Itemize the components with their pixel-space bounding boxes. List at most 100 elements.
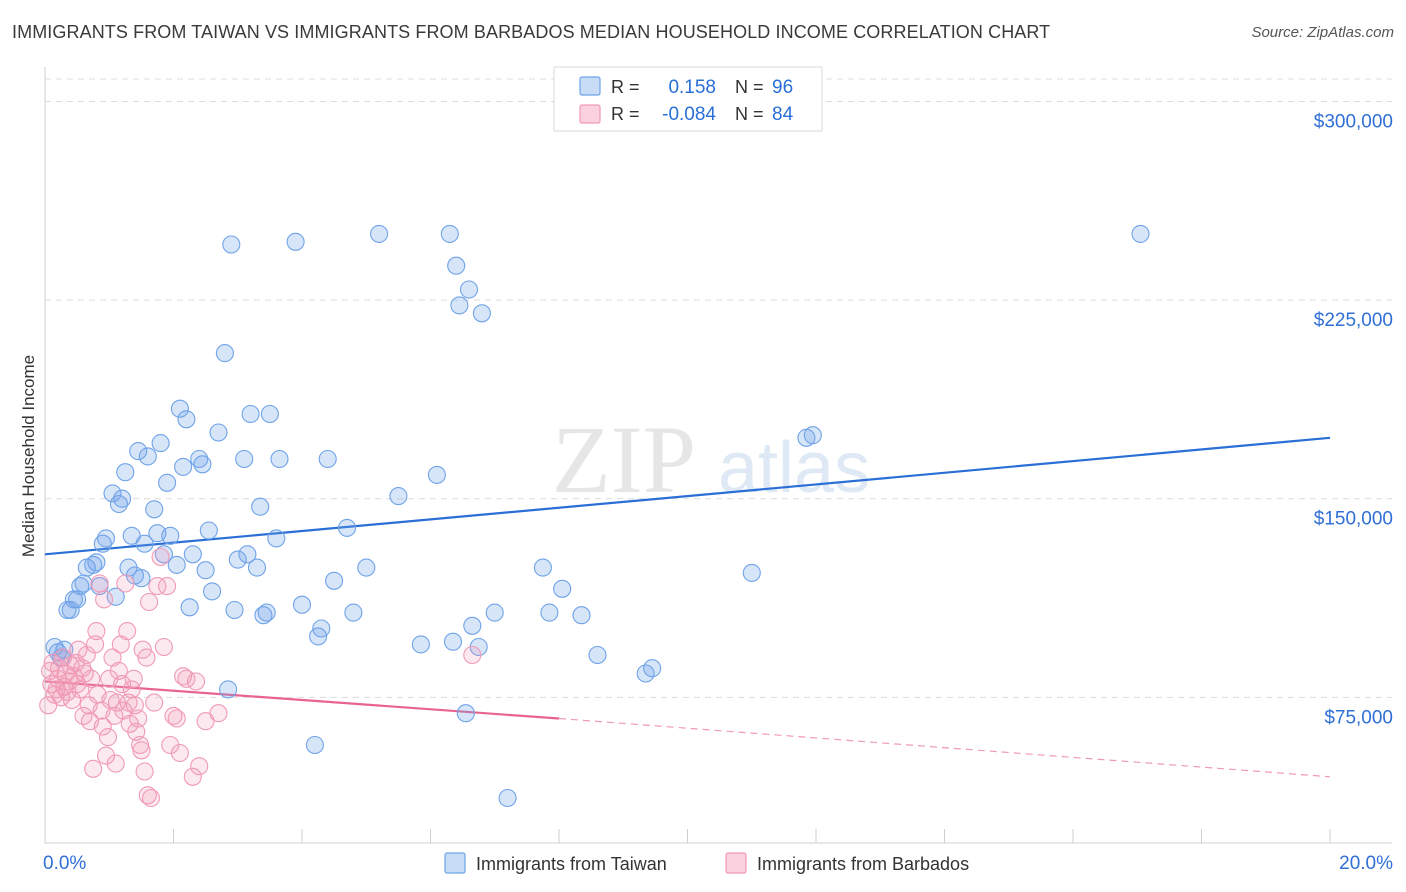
- point-taiwan: [260, 404, 279, 424]
- point-barbados: [124, 669, 143, 688]
- point-taiwan: [103, 484, 122, 503]
- point-taiwan: [106, 587, 125, 606]
- point-taiwan: [180, 598, 199, 617]
- y-tick-label: $300,000: [1314, 111, 1393, 132]
- point-taiwan: [742, 563, 761, 582]
- stats-r-label-1: R =: [611, 77, 640, 97]
- point-taiwan: [540, 603, 559, 622]
- point-taiwan: [553, 579, 572, 598]
- point-barbados: [167, 709, 186, 728]
- point-barbados: [183, 767, 202, 786]
- point-barbados: [95, 590, 114, 609]
- y-tick-label: $150,000: [1314, 509, 1393, 530]
- point-barbados: [98, 728, 118, 747]
- y-tick-label: $75,000: [1324, 707, 1393, 728]
- point-taiwan: [318, 449, 337, 469]
- point-taiwan: [209, 423, 228, 442]
- legend-label-taiwan: Immigrants from Taiwan: [476, 854, 667, 874]
- stats-n-value-1: 96: [772, 77, 793, 98]
- point-taiwan: [370, 224, 389, 243]
- point-taiwan: [219, 680, 238, 699]
- point-taiwan: [247, 558, 267, 577]
- point-barbados: [93, 717, 112, 736]
- point-taiwan: [450, 296, 469, 315]
- point-barbados: [61, 656, 80, 675]
- point-taiwan: [447, 256, 466, 275]
- point-taiwan: [344, 603, 363, 622]
- point-taiwan: [251, 497, 270, 516]
- point-taiwan: [292, 595, 312, 614]
- point-taiwan: [257, 603, 276, 622]
- point-taiwan: [129, 442, 148, 461]
- point-barbados: [86, 635, 105, 654]
- point-taiwan: [170, 399, 189, 418]
- scatter-points: [39, 224, 1150, 808]
- point-taiwan: [270, 449, 289, 469]
- stats-n-value-2: 84: [772, 104, 794, 125]
- stats-swatch-taiwan: [579, 76, 601, 96]
- point-taiwan: [161, 526, 180, 545]
- point-taiwan: [196, 561, 215, 580]
- point-taiwan: [456, 704, 475, 723]
- point-taiwan: [225, 600, 244, 620]
- point-taiwan: [305, 735, 324, 755]
- point-taiwan: [241, 404, 260, 424]
- point-taiwan: [533, 558, 552, 577]
- point-barbados: [170, 743, 189, 763]
- x-tick-label: 20.0%: [1339, 853, 1393, 874]
- point-barbados: [141, 788, 161, 808]
- point-taiwan: [177, 410, 196, 429]
- point-taiwan: [1131, 224, 1150, 243]
- point-barbados: [106, 754, 125, 773]
- watermark: ZIP atlas: [552, 406, 870, 513]
- point-taiwan: [190, 449, 209, 469]
- point-taiwan: [93, 534, 112, 553]
- series-legend: Immigrants from Taiwan Immigrants from B…: [444, 852, 969, 874]
- stats-r-value-2: -0.084: [662, 104, 716, 125]
- point-taiwan: [145, 500, 164, 519]
- point-barbados: [463, 645, 482, 665]
- point-barbados: [145, 693, 164, 712]
- legend-label-barbados: Immigrants from Barbados: [757, 854, 969, 874]
- point-barbados: [87, 622, 106, 641]
- point-barbados: [39, 696, 58, 715]
- trend-line-barbados-extension: [558, 717, 1331, 778]
- point-barbados: [138, 786, 157, 805]
- point-taiwan: [459, 280, 479, 299]
- point-barbados: [137, 648, 156, 667]
- point-taiwan: [325, 571, 344, 590]
- point-taiwan: [222, 235, 241, 254]
- y-tick-label: $225,000: [1314, 310, 1393, 331]
- stats-swatch-barbados: [579, 104, 601, 124]
- point-taiwan: [151, 434, 170, 453]
- watermark-atlas: atlas: [718, 428, 870, 508]
- y-axis-label: Median Household Income: [19, 355, 38, 557]
- point-taiwan: [228, 550, 247, 569]
- point-taiwan: [267, 529, 286, 548]
- point-taiwan: [116, 463, 135, 482]
- point-taiwan: [427, 465, 446, 484]
- point-barbados: [129, 709, 148, 728]
- trend-line-barbados: [44, 680, 560, 720]
- point-taiwan: [235, 449, 254, 469]
- point-barbados: [164, 706, 183, 725]
- point-taiwan: [87, 553, 106, 572]
- point-barbados: [209, 704, 228, 723]
- point-taiwan: [643, 659, 662, 678]
- point-taiwan: [472, 304, 491, 323]
- stats-n-label-2: N =: [735, 104, 764, 124]
- point-barbados: [154, 637, 173, 657]
- point-taiwan: [61, 600, 80, 620]
- point-taiwan: [158, 473, 177, 492]
- chart-source: Source: ZipAtlas.com: [1251, 24, 1394, 41]
- point-taiwan: [443, 632, 463, 651]
- point-taiwan: [803, 426, 822, 445]
- point-taiwan: [286, 232, 305, 251]
- point-taiwan: [193, 455, 212, 474]
- axes: $75,000 $150,000 $225,000 $300,000 0.0% 20.0%: [43, 67, 1393, 874]
- point-taiwan: [498, 788, 517, 808]
- stats-r-value-1: 0.158: [668, 77, 716, 98]
- point-barbados: [113, 675, 132, 694]
- point-taiwan: [463, 616, 482, 635]
- point-taiwan: [485, 603, 504, 622]
